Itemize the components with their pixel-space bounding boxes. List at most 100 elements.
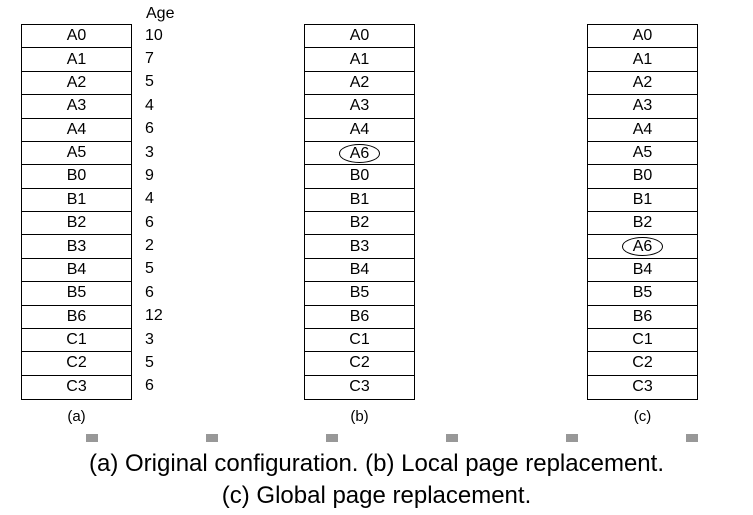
figure-caption-line-1: (a) Original configuration. (b) Local pa…	[89, 450, 664, 477]
page-frame: B0	[305, 165, 414, 189]
page-age-value: 9	[145, 166, 154, 184]
page-label: A3	[66, 97, 87, 115]
page-label: B6	[632, 307, 653, 325]
page-frame: B6	[305, 306, 414, 329]
panel-c-global-replacement: A0 A1 A2 A3 A4 A5 B0 B1 B2 A6 B4 B5 B6 C1 C2 C3	[587, 24, 698, 400]
page-frame: A2	[588, 72, 697, 96]
page-frame: A0	[588, 25, 697, 49]
panel-label-c: (c)	[633, 408, 652, 425]
page-age-value: 2	[145, 237, 154, 255]
page-label: B3	[349, 237, 370, 255]
page-age-value: 6	[145, 283, 154, 301]
page-label: A2	[632, 73, 653, 91]
page-label: C2	[349, 354, 370, 372]
page-label: B1	[632, 190, 653, 208]
page-label: A5	[66, 144, 87, 162]
page-frame: A5	[588, 142, 697, 166]
replaced-page-highlight: A6	[621, 237, 664, 257]
page-frame: B4	[588, 259, 697, 283]
page-label: C3	[66, 378, 87, 396]
page-frame: B1	[22, 189, 131, 212]
page-frame: A0	[305, 25, 414, 49]
page-frame: B3	[22, 235, 131, 259]
page-age-value: 6	[145, 213, 154, 231]
page-frame: C3	[22, 376, 131, 399]
page-label: B2	[66, 214, 87, 232]
page-age-value: 5	[145, 260, 154, 278]
page-age-value: 4	[145, 190, 154, 208]
page-frame: A3	[22, 95, 131, 119]
page-frame: B2	[305, 212, 414, 236]
page-frame-table-c: A0 A1 A2 A3 A4 A5 B0 B1 B2 A6 B4 B5 B6 C1 C2 C3	[587, 24, 698, 400]
page-age-value: 4	[145, 96, 154, 114]
page-label: C1	[66, 331, 87, 349]
page-age-value: 12	[145, 307, 163, 325]
page-frame: A2	[22, 72, 131, 96]
page-label: A3	[632, 97, 653, 115]
page-age-value: 10	[145, 26, 163, 44]
page-label: B5	[632, 284, 653, 302]
page-frame: C2	[305, 352, 414, 376]
page-label: B2	[632, 214, 653, 232]
page-frame: A1	[588, 48, 697, 72]
page-label: A2	[349, 73, 370, 91]
page-label: C3	[349, 378, 370, 396]
age-column-header: Age	[146, 5, 175, 22]
page-frame-table-b: A0 A1 A2 A3 A4 A6 B0 B1 B2 B3 B4 B5 B6 C1 C2 C3	[304, 24, 415, 400]
page-frame: A3	[305, 95, 414, 119]
page-label: A2	[66, 73, 87, 91]
page-frame: B2	[588, 212, 697, 236]
page-label: B4	[349, 260, 370, 278]
page-label: B0	[632, 167, 653, 185]
page-label: A4	[66, 120, 87, 138]
page-label: A1	[632, 50, 653, 68]
page-label: C1	[349, 331, 370, 349]
page-label: B1	[66, 190, 87, 208]
page-frame: C2	[22, 352, 131, 376]
page-frame: B2	[22, 212, 131, 236]
page-label: A0	[66, 27, 87, 45]
page-frame: A1	[305, 48, 414, 72]
page-frame: B6	[22, 306, 131, 329]
page-frame: B4	[22, 259, 131, 283]
page-label: B0	[66, 167, 87, 185]
page-label: B1	[349, 190, 370, 208]
page-age-value: 6	[145, 377, 154, 395]
page-label: A1	[349, 50, 370, 68]
page-frame-table-a: A0 A1 A2 A3 A4 A5 B0 B1 B2 B3 B4 B5 B6 C1 C2 C3	[21, 24, 132, 400]
page-frame: C1	[22, 329, 131, 353]
page-frame: C3	[305, 376, 414, 399]
page-frame: B0	[22, 165, 131, 189]
page-age-value: 6	[145, 120, 154, 138]
page-label: B5	[66, 284, 87, 302]
replaced-page-highlight: A6	[338, 143, 381, 163]
page-frame: B5	[22, 282, 131, 306]
page-frame: B1	[305, 189, 414, 212]
figure-caption-line-2: (c) Global page replacement.	[221, 482, 532, 509]
page-frame: B0	[588, 165, 697, 189]
page-label: A5	[632, 144, 653, 162]
page-frame: A6	[305, 142, 414, 166]
page-frame: A6	[588, 235, 697, 259]
page-frame: B6	[588, 306, 697, 329]
page-frame: C1	[588, 329, 697, 353]
page-frame: A1	[22, 48, 131, 72]
page-frame: A4	[588, 119, 697, 142]
panel-label-b: (b)	[350, 408, 369, 425]
page-label: B0	[349, 167, 370, 185]
page-frame: A4	[305, 119, 414, 142]
page-label: A4	[632, 120, 653, 138]
page-age-value: 3	[145, 143, 154, 161]
page-frame: C3	[588, 376, 697, 399]
page-label: B6	[66, 307, 87, 325]
page-frame: B3	[305, 235, 414, 259]
page-label: C3	[632, 378, 653, 396]
panel-label-a: (a)	[67, 408, 86, 425]
page-frame: A3	[588, 95, 697, 119]
page-label: B4	[66, 260, 87, 278]
page-frame: A4	[22, 119, 131, 142]
page-frame: C1	[305, 329, 414, 353]
panel-a-original: A0 A1 A2 A3 A4 A5 B0 B1 B2 B3 B4 B5 B6 C1 C2 C3	[21, 24, 132, 400]
page-frame: B4	[305, 259, 414, 283]
page-frame: A5	[22, 142, 131, 166]
